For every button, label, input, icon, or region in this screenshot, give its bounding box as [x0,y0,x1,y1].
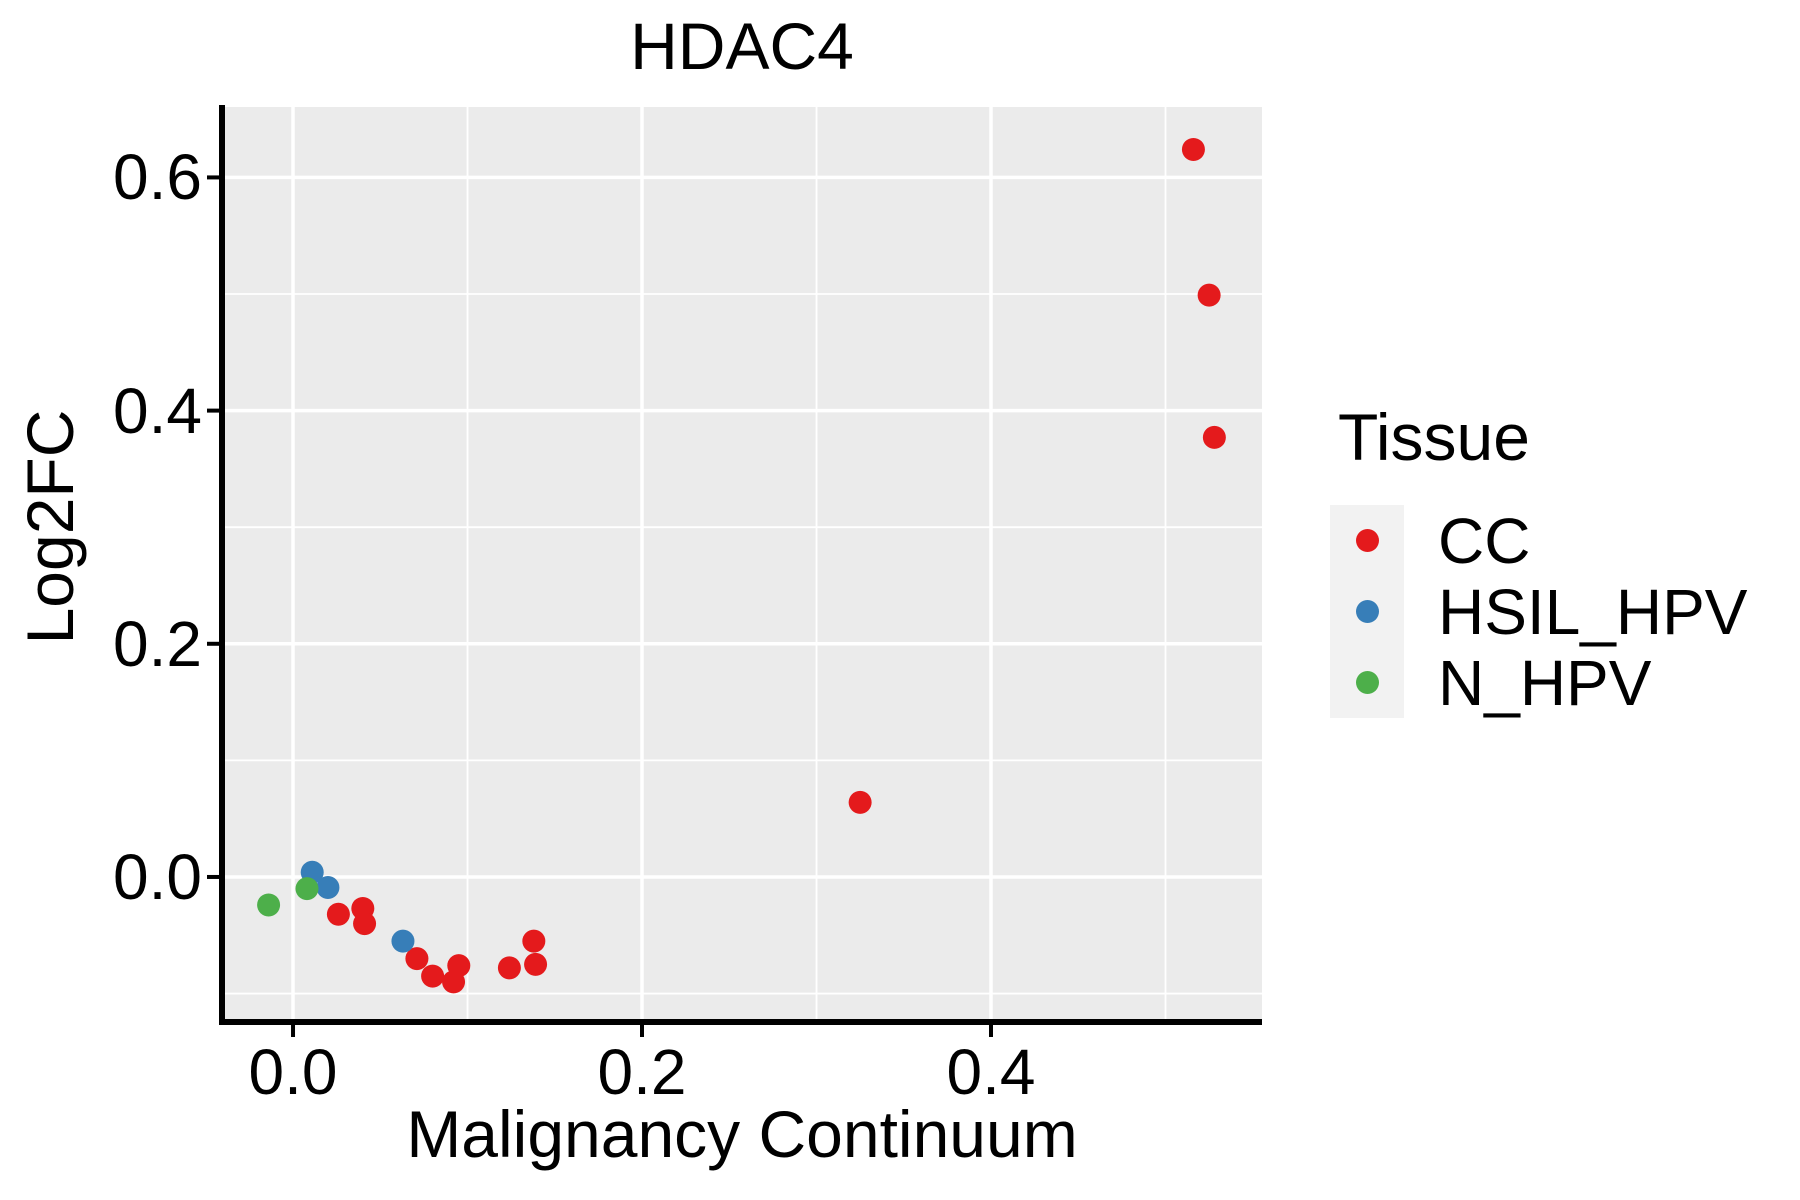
chart-title: HDAC4 [630,9,854,83]
y-tick-label: 0.2 [113,607,202,680]
legend-dot-n_hpv [1355,671,1379,694]
data-point-cc [447,954,471,978]
data-point-cc [522,929,546,953]
data-point-cc [524,952,548,976]
y-tick-label: 0.0 [113,840,202,913]
data-point-cc [848,790,872,814]
legend-dot-hsil_hpv [1355,600,1379,623]
x-tick-label: 0.0 [248,1036,338,1108]
plot-panel [222,107,1262,1022]
data-point-hsil_hpv [316,875,340,899]
x-tick-label: 0.2 [597,1036,687,1108]
data-point-cc [405,947,429,971]
legend-title: Tissue [1338,400,1530,474]
legend-label-hsil_hpv: HSIL_HPV [1438,575,1748,648]
data-point-cc [1197,283,1221,307]
y-tick-label: 0.4 [113,374,202,447]
data-point-hsil_hpv [391,929,415,953]
data-point-cc [1181,137,1205,161]
data-point-n_hpv [257,893,281,917]
data-point-cc [1202,425,1226,449]
data-point-cc [326,902,350,926]
legend-label-cc: CC [1438,504,1531,577]
data-point-n_hpv [295,877,319,901]
y-axis-title: Log2FC [13,409,87,645]
legend-dot-cc [1355,529,1379,552]
data-point-cc [421,964,445,988]
y-tick-label: 0.6 [113,141,202,214]
legend-label-n_hpv: N_HPV [1438,646,1652,719]
x-tick-label: 0.4 [946,1036,1036,1108]
data-point-cc [353,912,377,936]
data-point-cc [497,956,521,980]
x-axis-title: Malignancy Continuum [406,1097,1078,1171]
